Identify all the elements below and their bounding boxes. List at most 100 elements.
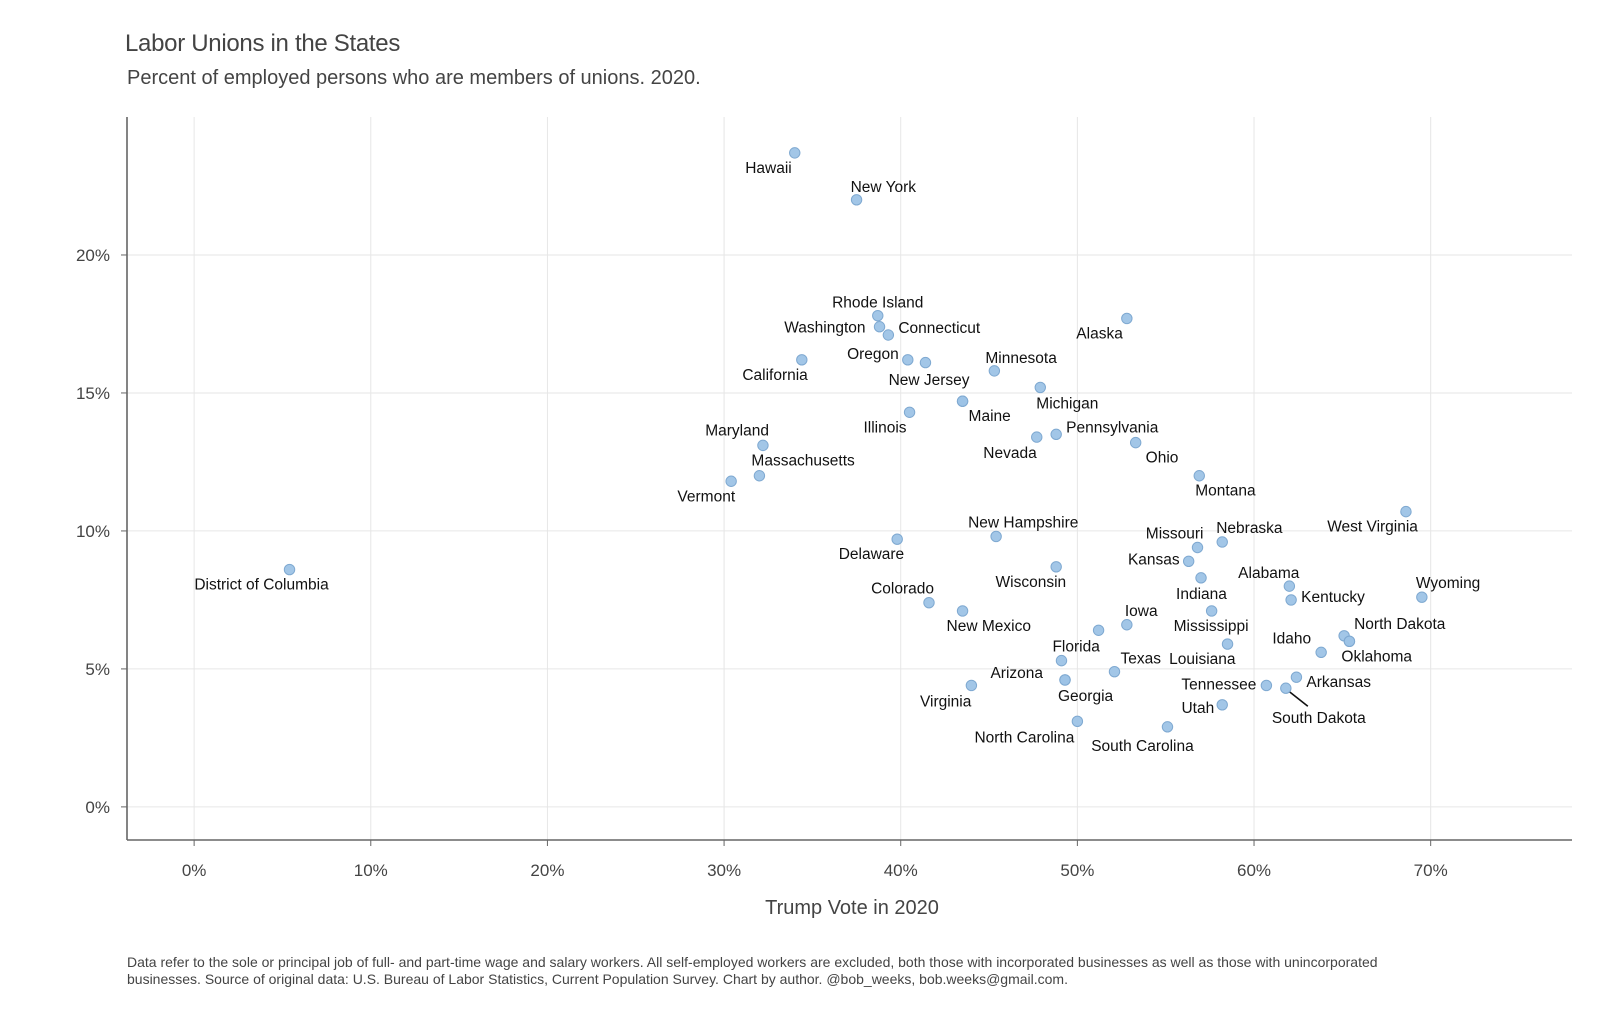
- point-label: Nebraska: [1216, 520, 1283, 537]
- point-label: New York: [851, 179, 917, 196]
- data-point: [753, 470, 766, 482]
- point-label: New Hampshire: [968, 514, 1078, 531]
- data-point: [283, 563, 296, 576]
- point-label: Maine: [969, 408, 1011, 425]
- data-point: [1205, 605, 1218, 617]
- data-point: [965, 679, 978, 692]
- data-point: [1050, 428, 1062, 441]
- data-point: [850, 194, 863, 206]
- point-label: Hawaii: [745, 160, 792, 177]
- point-label: Maryland: [705, 422, 769, 439]
- grid-lines: [127, 117, 1572, 840]
- point-label: Utah: [1181, 700, 1214, 717]
- x-tick-label: 10%: [354, 861, 388, 880]
- data-point: [1280, 682, 1292, 694]
- data-point: [1191, 541, 1204, 554]
- data-point: [1182, 555, 1195, 567]
- point-label: Michigan: [1036, 395, 1098, 412]
- data-point: [1285, 594, 1297, 606]
- point-label: New Jersey: [889, 372, 970, 389]
- point-label: Indiana: [1176, 586, 1227, 603]
- point-label: California: [742, 367, 808, 384]
- data-point: [1343, 635, 1356, 648]
- data-point: [988, 365, 1001, 377]
- data-point: [956, 605, 969, 617]
- data-points: [283, 147, 1428, 733]
- y-tick-label: 15%: [76, 384, 110, 403]
- point-label: Washington: [784, 320, 865, 337]
- point-label: Arkansas: [1306, 674, 1371, 691]
- leader-lines: [1288, 690, 1309, 707]
- point-label: Wyoming: [1416, 575, 1480, 592]
- point-label: Massachusetts: [751, 453, 855, 470]
- data-point: [1216, 536, 1228, 548]
- point-label: Kentucky: [1301, 589, 1365, 606]
- point-label: Mississippi: [1174, 618, 1249, 635]
- data-point: [1400, 505, 1412, 518]
- point-label: Kansas: [1128, 551, 1180, 568]
- data-point: [796, 354, 808, 366]
- y-tick-label: 5%: [85, 660, 110, 679]
- point-label: Minnesota: [985, 350, 1057, 367]
- data-point: [923, 596, 935, 609]
- point-label: Vermont: [677, 488, 735, 505]
- chart-title: Labor Unions in the States: [125, 30, 401, 57]
- data-point: [1221, 638, 1234, 650]
- data-point: [1121, 619, 1133, 631]
- point-label: Wisconsin: [996, 574, 1067, 591]
- axes: [121, 117, 1572, 846]
- point-label: Louisiana: [1169, 651, 1236, 668]
- point-label: Connecticut: [898, 320, 981, 337]
- point-label: Alabama: [1238, 565, 1300, 582]
- point-label: Texas: [1120, 651, 1161, 668]
- tick-labels: 0% 10% 20% 30% 40% 50% 60% 70% 0% 5% 10% 15% 20%: [76, 246, 1448, 880]
- point-label: Alaska: [1076, 325, 1123, 342]
- point-label: District of Columbia: [194, 577, 329, 594]
- point-label: North Carolina: [974, 729, 1074, 746]
- x-tick-label: 50%: [1060, 861, 1094, 880]
- data-point: [1092, 624, 1105, 636]
- point-label: Ohio: [1146, 450, 1179, 467]
- x-tick-label: 70%: [1414, 861, 1448, 880]
- point-label: South Dakota: [1272, 710, 1366, 727]
- chart-subtitle: Percent of employed persons who are memb…: [127, 67, 701, 89]
- data-point: [1034, 381, 1046, 394]
- data-point: [1315, 646, 1327, 659]
- point-label: Oklahoma: [1341, 648, 1412, 665]
- data-point: [757, 439, 769, 452]
- data-point: [919, 356, 932, 369]
- point-label: Rhode Island: [832, 295, 923, 312]
- point-label: North Dakota: [1354, 616, 1446, 633]
- point-label: Tennessee: [1181, 676, 1256, 693]
- data-point: [1416, 591, 1428, 603]
- data-point: [1216, 699, 1228, 711]
- data-point: [1071, 715, 1084, 728]
- x-tick-label: 0%: [182, 861, 207, 880]
- point-label: New Mexico: [947, 618, 1031, 635]
- data-point: [990, 530, 1002, 543]
- data-point: [1055, 654, 1068, 667]
- data-point: [725, 475, 737, 487]
- y-tick-label: 10%: [76, 522, 110, 541]
- data-point: [903, 406, 916, 418]
- x-tick-label: 60%: [1237, 861, 1271, 880]
- point-label: Iowa: [1125, 603, 1158, 620]
- data-point: [789, 147, 801, 159]
- data-point: [1050, 561, 1062, 573]
- data-point: [891, 533, 903, 545]
- y-tick-label: 20%: [76, 246, 110, 265]
- x-tick-label: 40%: [884, 861, 918, 880]
- point-label: Arizona: [990, 665, 1043, 682]
- leader-line: [1288, 690, 1309, 707]
- data-point: [1129, 436, 1142, 449]
- data-point: [1059, 674, 1071, 686]
- point-label: West Virginia: [1327, 519, 1418, 536]
- point-label: Montana: [1195, 483, 1256, 500]
- point-label: Delaware: [839, 546, 904, 563]
- data-point: [1031, 431, 1043, 443]
- y-tick-label: 0%: [85, 798, 110, 817]
- data-point: [902, 354, 914, 366]
- point-label: Colorado: [871, 581, 934, 598]
- data-point: [1108, 665, 1121, 678]
- point-label: Missouri: [1146, 525, 1204, 542]
